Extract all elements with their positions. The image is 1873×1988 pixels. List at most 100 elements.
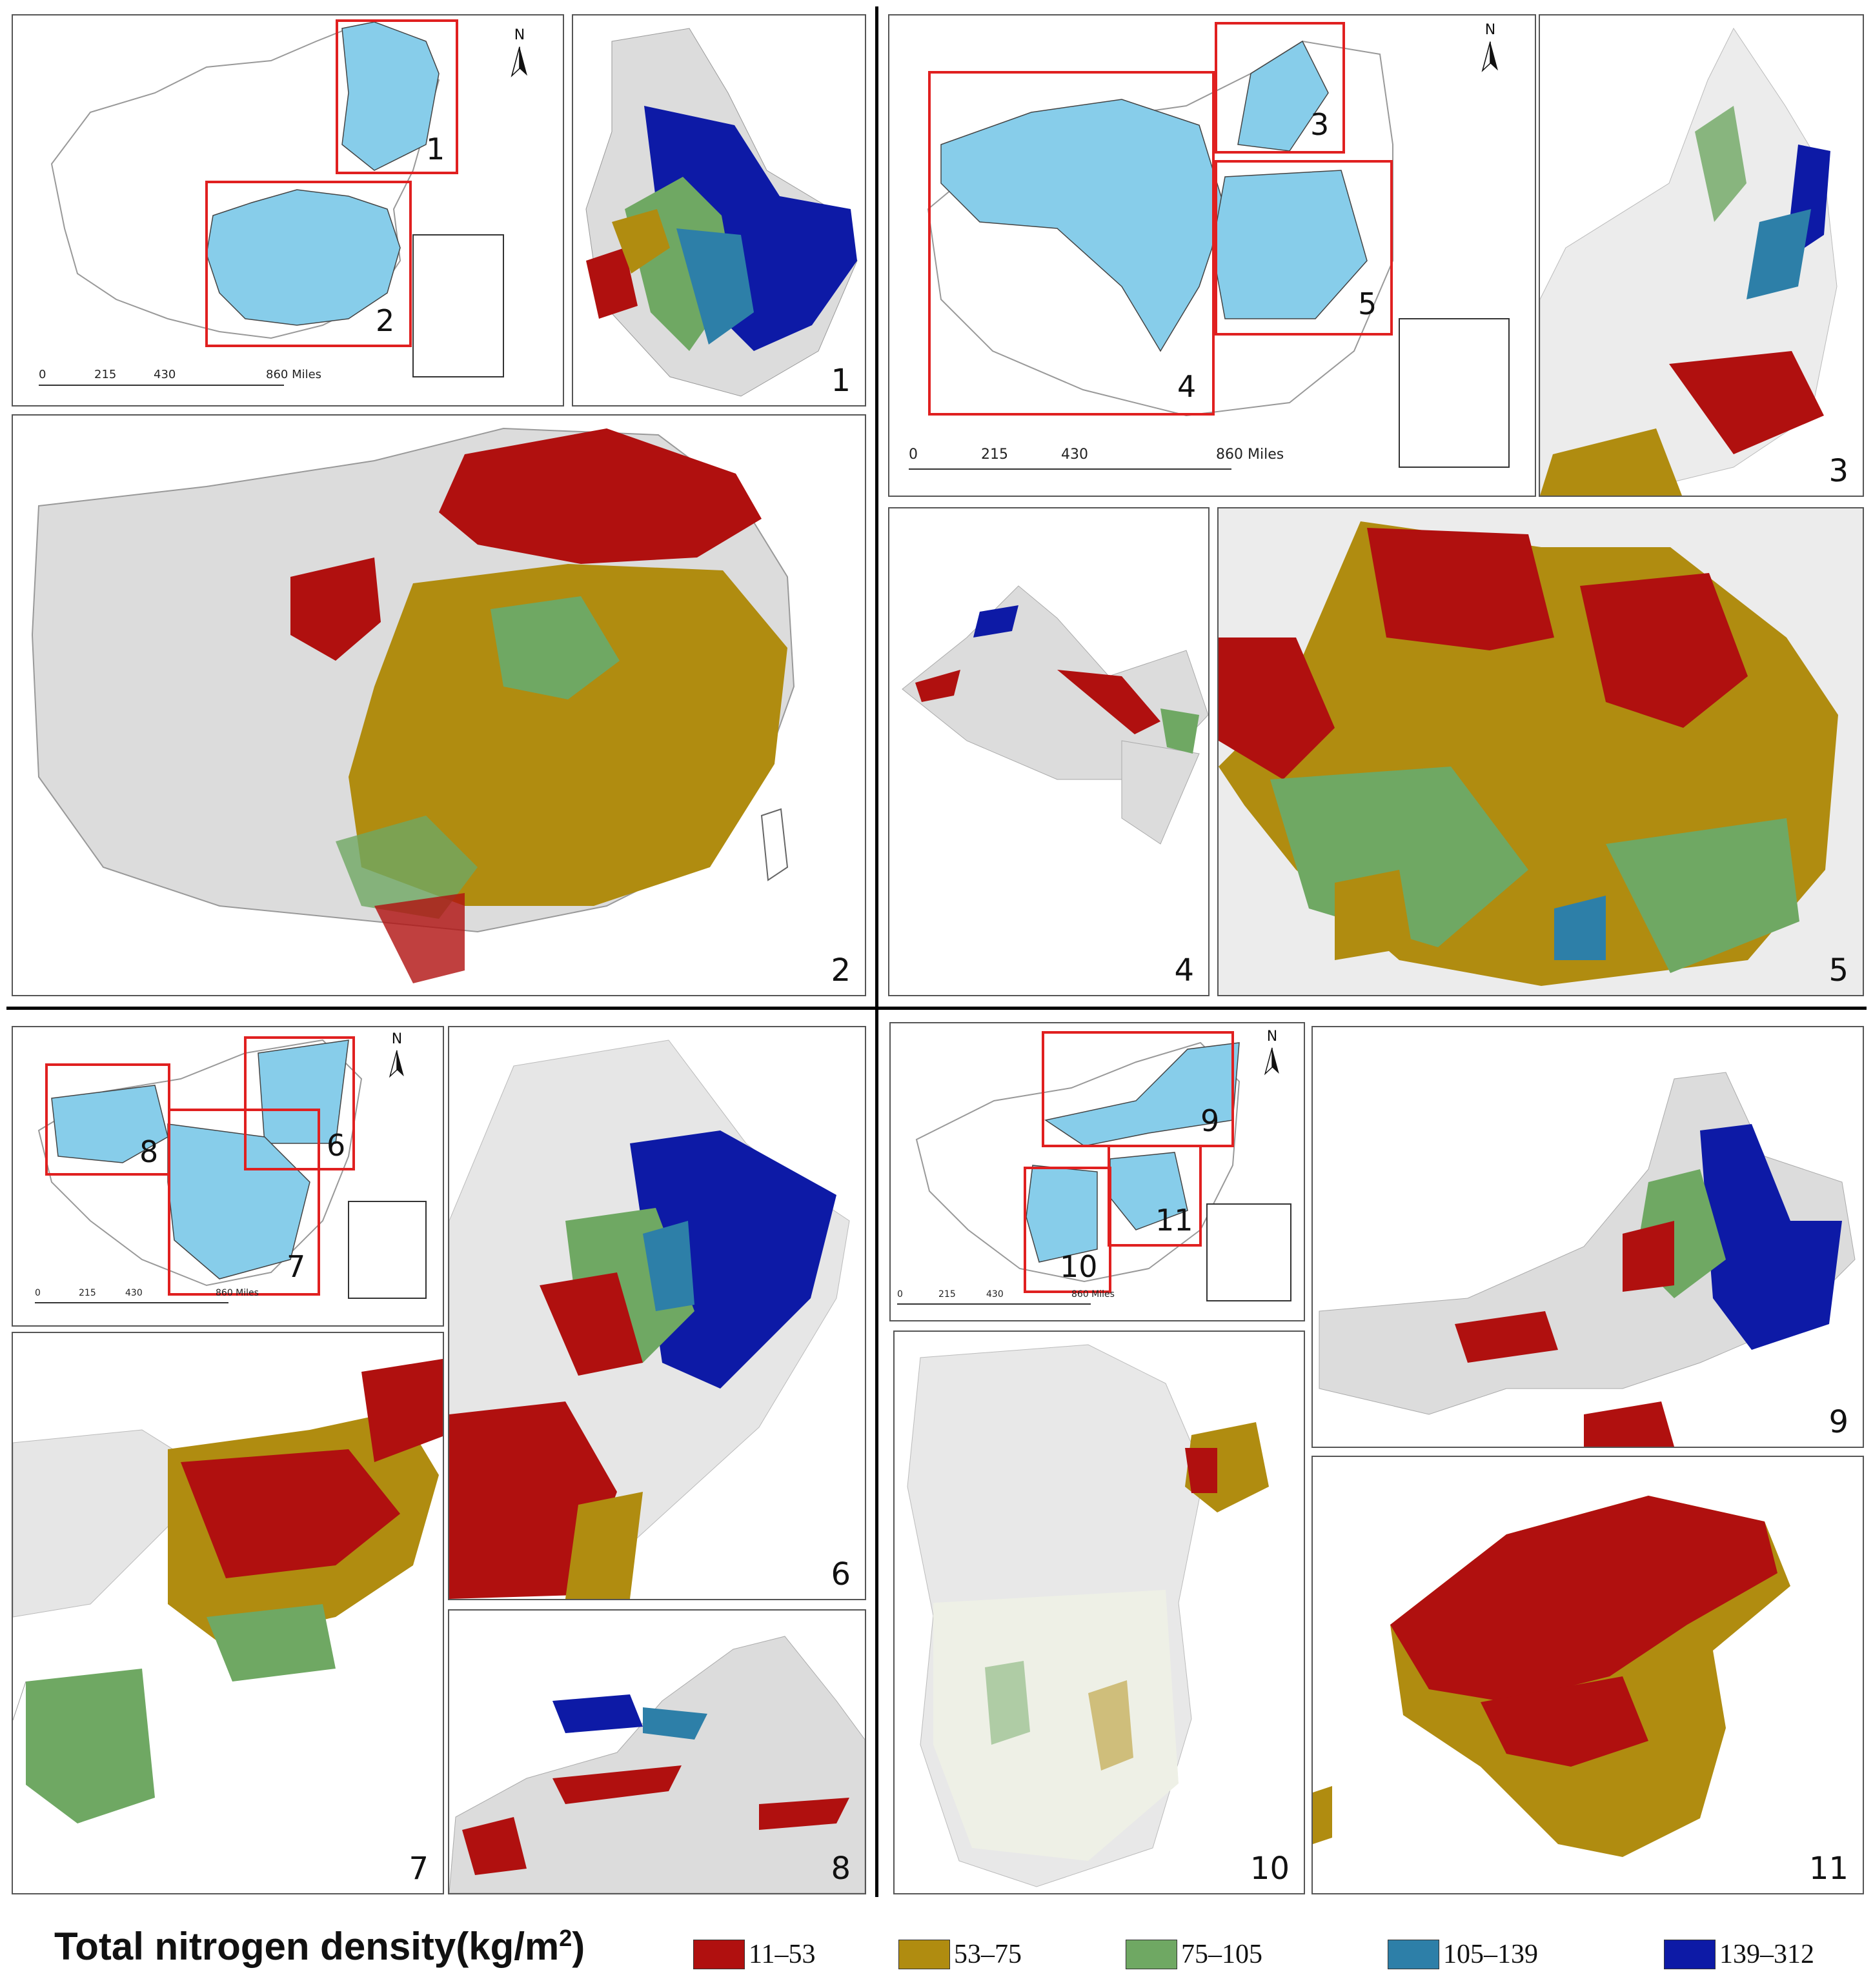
selection-box-label-5: 5 — [1358, 286, 1377, 321]
scale-tick-215: 215 — [981, 447, 1008, 463]
selection-box-5 — [1215, 160, 1393, 336]
legend-label-4: 105–139 — [1443, 1940, 1538, 1969]
north-arrow-icon — [1481, 41, 1498, 72]
selection-box-2 — [205, 181, 412, 347]
scale-bar-d: 0 215 430 860 Miles — [897, 1289, 1117, 1315]
selection-box-label-4: 4 — [1177, 369, 1197, 404]
north-label: N — [514, 27, 525, 43]
selection-box-11 — [1108, 1145, 1202, 1247]
scale-tick-860: 860 Miles — [216, 1288, 259, 1298]
scale-tick-0: 0 — [897, 1289, 903, 1300]
overview-china-outline-d — [915, 1041, 1291, 1301]
legend-item-3: 75–105 — [1126, 1939, 1262, 1970]
scale-tick-215: 215 — [94, 368, 117, 381]
scale-tick-215: 215 — [79, 1288, 96, 1298]
north-label: N — [391, 1031, 403, 1047]
selection-box-label-2: 2 — [376, 303, 395, 338]
selection-box-label-7: 7 — [287, 1249, 306, 1284]
selection-box-label-1: 1 — [426, 132, 445, 166]
legend-label-3: 75–105 — [1181, 1940, 1262, 1969]
panel-label-1: 1 — [831, 363, 851, 399]
legend-title-text: Total nitrogen density(kg/m — [54, 1925, 560, 1968]
panel-label-2: 2 — [831, 952, 851, 989]
selection-box-label-6: 6 — [327, 1128, 346, 1163]
scale-tick-860: 860 Miles — [1216, 447, 1284, 463]
north-arrow-d: N — [1256, 1029, 1288, 1087]
panel-label-8: 8 — [831, 1851, 851, 1887]
north-arrow-a: N — [503, 27, 536, 85]
panel-label-9: 9 — [1828, 1404, 1848, 1440]
legend-item-2: 53–75 — [898, 1939, 1022, 1970]
selection-box-label-3: 3 — [1310, 107, 1330, 142]
legend-item-5: 139–312 — [1664, 1939, 1814, 1970]
legend-label-5: 139–312 — [1719, 1940, 1814, 1969]
north-label: N — [1484, 22, 1496, 38]
scale-tick-430: 430 — [125, 1288, 143, 1298]
map-panel-4: 4 — [888, 507, 1210, 996]
legend-item-1: 11–53 — [693, 1939, 815, 1970]
legend-title: Total nitrogen density(kg/m2) — [54, 1924, 585, 1969]
north-arrow-icon — [511, 46, 527, 77]
legend-swatch-2 — [898, 1940, 950, 1969]
panel-label-7: 7 — [409, 1851, 429, 1887]
north-arrow-b: N — [1474, 22, 1506, 80]
north-label: N — [1266, 1029, 1278, 1045]
overview-map-b: 4 3 5 N 0 215 430 860 Miles — [888, 14, 1536, 497]
selection-box-label-10: 10 — [1060, 1249, 1098, 1284]
legend-title-end: ) — [572, 1925, 585, 1968]
panel-label-4: 4 — [1174, 952, 1194, 989]
north-arrow-icon — [1264, 1047, 1279, 1076]
legend-swatch-5 — [1664, 1940, 1716, 1969]
map-panel-8: 8 — [448, 1609, 866, 1894]
legend-label-1: 11–53 — [749, 1940, 816, 1969]
overview-map-a: 1 2 N 0 215 430 860 Miles — [12, 14, 564, 407]
nitrogen-map-8 — [449, 1636, 865, 1893]
overview-map-d: 9 10 11 N 0 215 430 860 Miles — [889, 1022, 1305, 1321]
scale-bar-b: 0 215 430 860 Miles — [909, 447, 1284, 479]
legend-swatch-1 — [693, 1940, 745, 1969]
scale-bar-c: 0 215 430 860 Miles — [35, 1288, 259, 1314]
nitrogen-map-6 — [449, 1039, 850, 1599]
selection-box-3 — [1215, 22, 1345, 154]
map-panel-9: 9 — [1311, 1026, 1864, 1448]
map-panel-7: 7 — [12, 1332, 444, 1894]
scale-tick-0: 0 — [35, 1288, 41, 1298]
legend-swatch-3 — [1126, 1940, 1177, 1969]
nitrogen-map-5 — [1219, 508, 1863, 995]
nitrogen-map-3 — [1540, 28, 1838, 496]
legend-title-superscript: 2 — [559, 1925, 572, 1951]
horizontal-divider — [6, 1007, 1867, 1010]
selection-box-7 — [168, 1109, 320, 1296]
nitrogen-map-11 — [1313, 1457, 1863, 1893]
map-panel-11: 11 — [1311, 1456, 1864, 1894]
selection-box-6 — [244, 1036, 355, 1170]
selection-box-4 — [928, 71, 1215, 416]
map-panel-5: 5 — [1217, 507, 1864, 996]
selection-box-10 — [1024, 1167, 1111, 1293]
north-arrow-c: N — [381, 1031, 413, 1089]
nitrogen-map-10 — [907, 1344, 1269, 1887]
nitrogen-map-9 — [1319, 1072, 1856, 1447]
selection-box-label-8: 8 — [139, 1134, 159, 1169]
panel-label-5: 5 — [1828, 952, 1848, 989]
scale-tick-430: 430 — [154, 368, 176, 381]
map-panel-1: 1 — [572, 14, 866, 407]
legend-item-4: 105–139 — [1388, 1939, 1538, 1970]
panel-label-10: 10 — [1250, 1851, 1290, 1887]
scale-tick-860: 860 Miles — [1071, 1289, 1115, 1300]
nitrogen-map-1 — [585, 28, 858, 397]
scale-tick-0: 0 — [39, 368, 46, 381]
overview-china-outline-a — [50, 21, 504, 377]
nitrogen-map-7 — [13, 1333, 443, 1893]
selection-box-label-11: 11 — [1155, 1203, 1193, 1238]
panel-label-3: 3 — [1828, 453, 1848, 489]
map-panel-6: 6 — [448, 1026, 866, 1600]
scale-tick-0: 0 — [909, 447, 918, 463]
panel-label-11: 11 — [1808, 1851, 1848, 1887]
panel-label-6: 6 — [831, 1556, 851, 1592]
scale-tick-215: 215 — [938, 1289, 956, 1300]
north-arrow-icon — [389, 1050, 404, 1078]
selection-box-1 — [336, 19, 458, 174]
overview-map-c: 8 6 7 N 0 215 430 860 Miles — [12, 1026, 444, 1327]
scale-tick-430: 430 — [986, 1289, 1004, 1300]
